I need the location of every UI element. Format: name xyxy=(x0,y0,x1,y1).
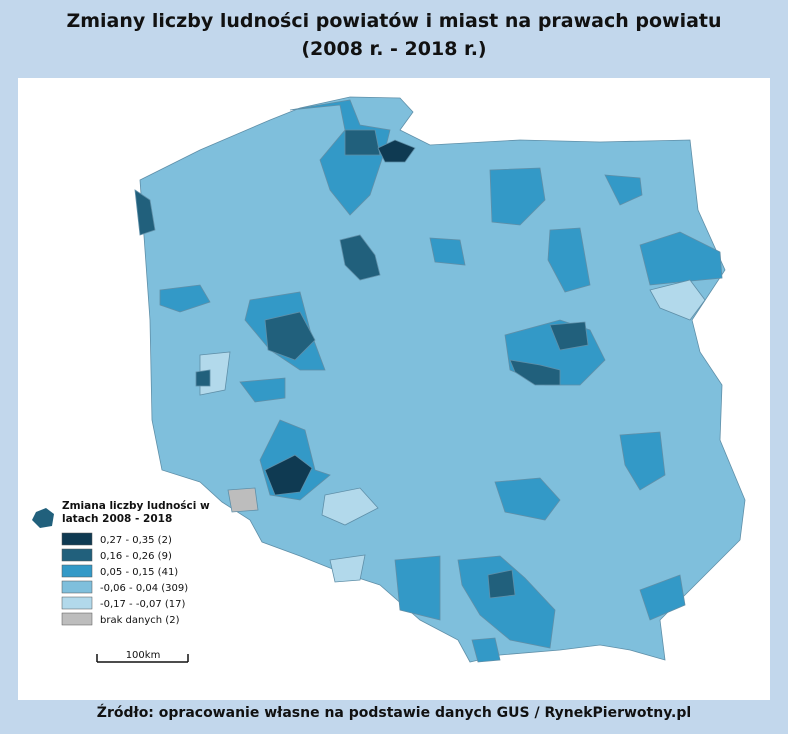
region xyxy=(289,99,391,216)
scale-bar xyxy=(96,654,189,663)
region xyxy=(344,129,381,156)
legend-swatch xyxy=(61,532,93,546)
region xyxy=(471,637,501,663)
region xyxy=(377,139,416,163)
region xyxy=(639,574,686,621)
region xyxy=(457,555,556,649)
region xyxy=(394,555,441,621)
legend: 0,27 - 0,35 (2) 0,16 - 0,26 (9) 0,05 - 0,1… xyxy=(61,532,188,626)
region xyxy=(239,377,286,403)
legend-swatch xyxy=(61,596,93,610)
legend-swatch xyxy=(61,564,93,578)
region xyxy=(227,487,259,513)
region xyxy=(264,311,316,361)
scale-label: 100km xyxy=(126,650,161,661)
region xyxy=(264,454,313,496)
legend-label: 0,05 - 0,15 (41) xyxy=(100,567,178,578)
region xyxy=(649,279,706,321)
region xyxy=(159,284,211,313)
legend-label: brak danych (2) xyxy=(100,615,180,626)
region xyxy=(494,477,561,521)
region xyxy=(134,189,156,236)
region xyxy=(619,431,666,491)
legend-swatch xyxy=(61,612,93,626)
region xyxy=(429,237,466,266)
region xyxy=(549,321,589,351)
region xyxy=(487,569,516,599)
legend-label: -0,17 - -0,07 (17) xyxy=(100,599,186,610)
region xyxy=(547,227,591,293)
region xyxy=(604,174,643,206)
legend-title: latach 2008 - 2018 xyxy=(62,513,172,525)
region xyxy=(639,231,723,286)
region xyxy=(509,359,561,386)
legend-icon xyxy=(32,508,54,528)
subtitle: (2008 r. - 2018 r.) xyxy=(301,38,486,60)
region xyxy=(321,487,379,526)
map xyxy=(134,96,746,663)
source: Źródło: opracowanie własne na podstawie … xyxy=(97,703,691,721)
region xyxy=(339,234,381,281)
title: Zmiany liczby ludności powiatów i miast … xyxy=(66,10,721,32)
legend-title: Zmiana liczby ludności w xyxy=(62,500,210,512)
region xyxy=(329,554,366,583)
region xyxy=(489,167,546,226)
legend-label: 0,16 - 0,26 (9) xyxy=(100,551,172,562)
region xyxy=(195,369,211,387)
legend-label: -0,06 - 0,04 (309) xyxy=(100,583,188,594)
legend-label: 0,27 - 0,35 (2) xyxy=(100,535,172,546)
legend-swatch xyxy=(61,580,93,594)
legend-swatch xyxy=(61,548,93,562)
